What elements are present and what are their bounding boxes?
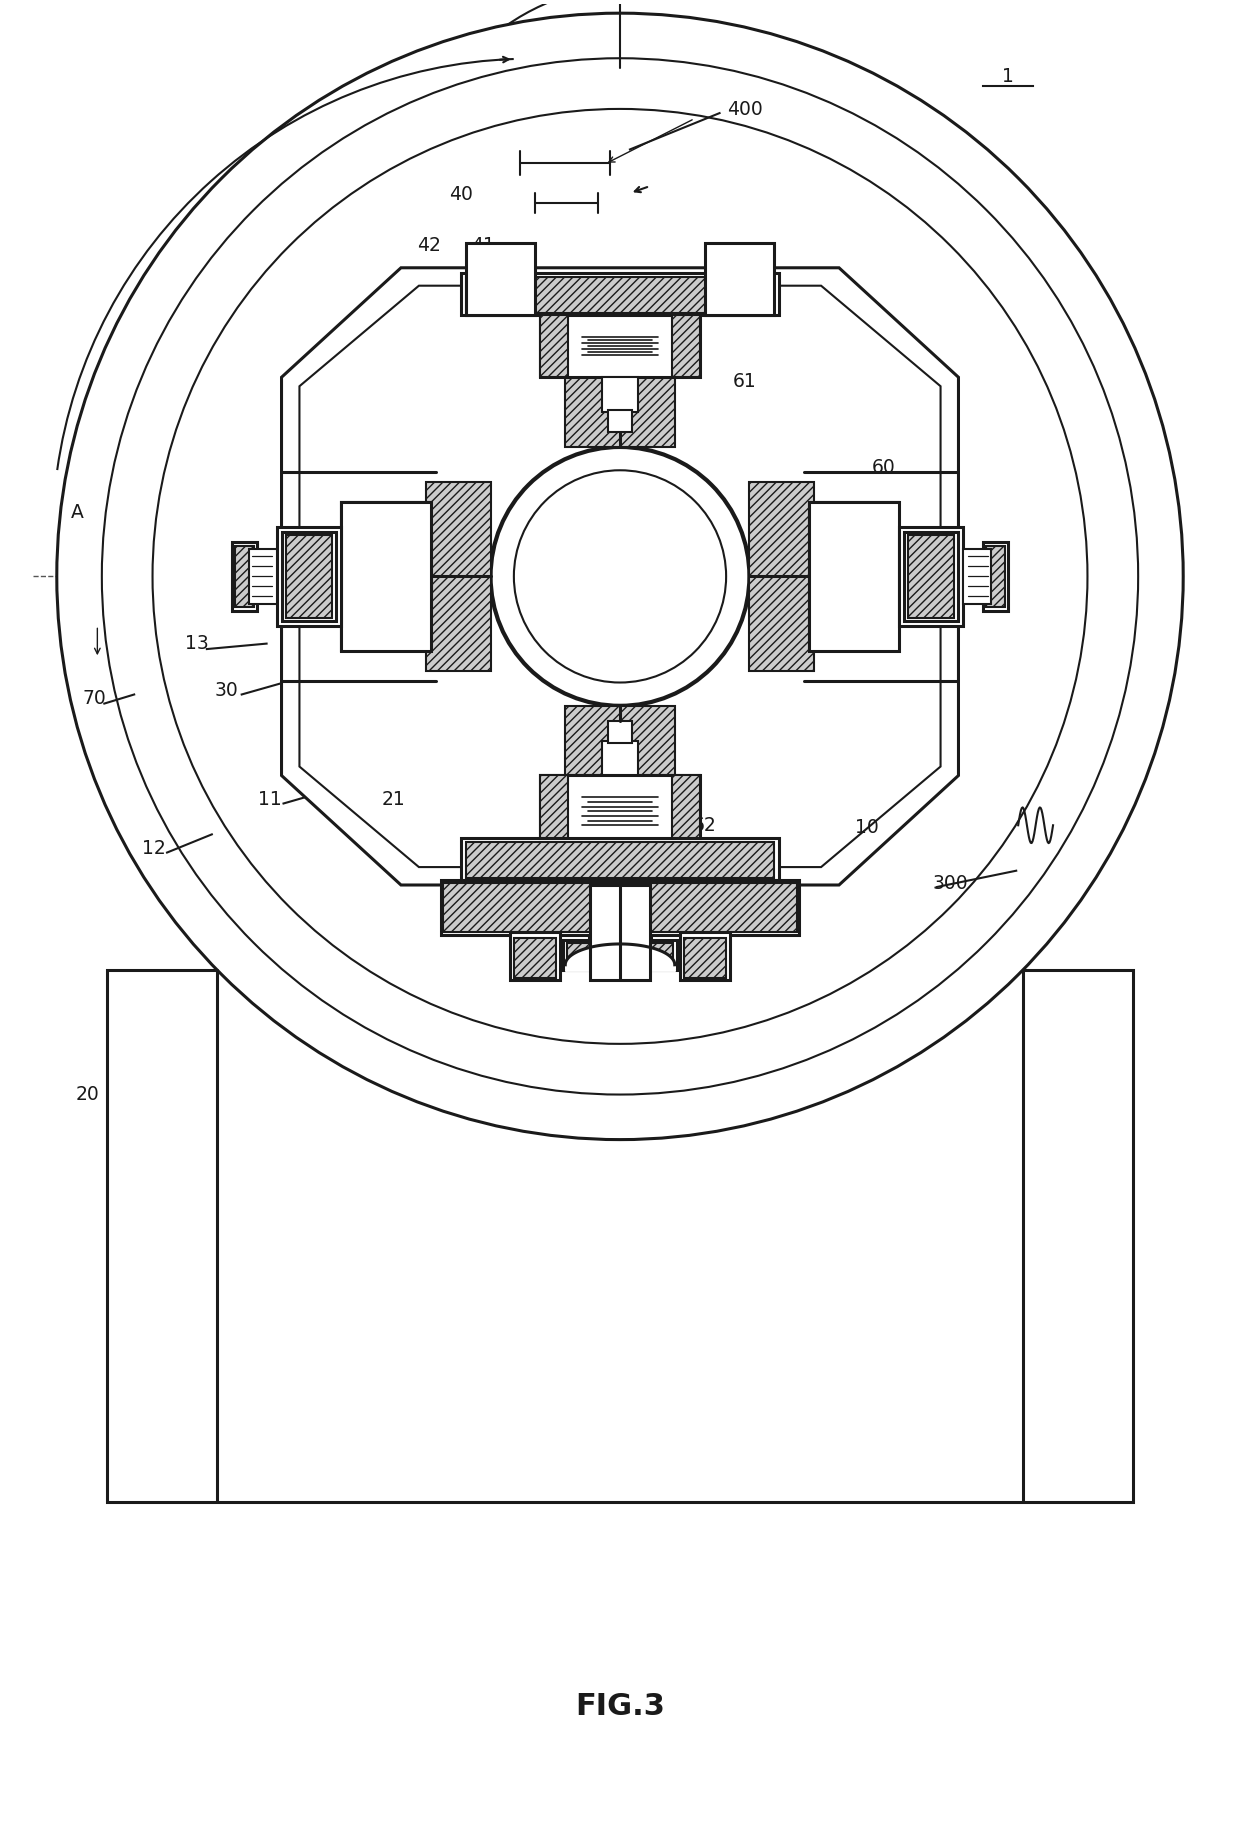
Text: 15: 15 bbox=[899, 610, 923, 628]
Bar bbox=[461, 272, 779, 314]
Bar bbox=[541, 314, 699, 378]
Text: 42: 42 bbox=[417, 235, 440, 256]
Text: 60: 60 bbox=[872, 458, 895, 476]
Text: 61: 61 bbox=[733, 372, 756, 392]
Bar bbox=[963, 549, 991, 604]
Bar bbox=[541, 776, 699, 838]
Bar bbox=[749, 482, 815, 672]
Polygon shape bbox=[299, 287, 941, 867]
Bar bbox=[608, 721, 632, 743]
Text: 62: 62 bbox=[693, 816, 717, 834]
Text: 400: 400 bbox=[727, 100, 763, 119]
Bar bbox=[908, 535, 955, 619]
Text: 20: 20 bbox=[76, 1084, 99, 1104]
Bar bbox=[277, 527, 341, 626]
Bar bbox=[672, 314, 699, 378]
Bar bbox=[425, 482, 491, 672]
Text: 1: 1 bbox=[1002, 68, 1014, 86]
Text: 14: 14 bbox=[541, 281, 564, 301]
Bar bbox=[603, 741, 637, 776]
Bar bbox=[683, 938, 725, 978]
Text: 12: 12 bbox=[143, 840, 166, 858]
Bar bbox=[249, 549, 277, 604]
Text: 40: 40 bbox=[449, 186, 472, 204]
Text: 50: 50 bbox=[911, 577, 935, 595]
Bar bbox=[810, 502, 899, 652]
Text: 70: 70 bbox=[83, 688, 107, 708]
Bar bbox=[565, 706, 675, 776]
Bar bbox=[466, 841, 774, 878]
Bar bbox=[563, 940, 677, 969]
Bar bbox=[567, 944, 673, 967]
Text: 300: 300 bbox=[932, 874, 968, 892]
Bar bbox=[466, 243, 536, 314]
Bar bbox=[589, 885, 651, 940]
Bar bbox=[443, 883, 797, 933]
Bar bbox=[341, 502, 430, 652]
Ellipse shape bbox=[153, 110, 1087, 1044]
Bar bbox=[511, 933, 560, 980]
Bar bbox=[672, 776, 699, 838]
Bar bbox=[541, 314, 568, 378]
Bar bbox=[704, 243, 774, 314]
Bar bbox=[608, 411, 632, 433]
Bar bbox=[590, 885, 650, 980]
Bar bbox=[440, 880, 800, 934]
Text: A: A bbox=[71, 504, 84, 522]
Bar bbox=[108, 969, 1132, 1502]
Ellipse shape bbox=[491, 447, 749, 706]
Bar bbox=[603, 378, 637, 412]
Bar bbox=[541, 776, 568, 838]
Bar bbox=[466, 277, 774, 312]
Ellipse shape bbox=[102, 58, 1138, 1095]
Text: 11: 11 bbox=[258, 790, 281, 808]
Bar bbox=[904, 531, 959, 620]
Bar bbox=[983, 542, 1008, 611]
Ellipse shape bbox=[513, 471, 727, 683]
Bar bbox=[986, 546, 1006, 608]
Bar bbox=[810, 502, 899, 652]
Text: FIG.3: FIG.3 bbox=[575, 1692, 665, 1721]
Bar bbox=[461, 838, 779, 880]
Text: 40: 40 bbox=[647, 803, 672, 821]
Bar bbox=[234, 546, 254, 608]
Bar bbox=[281, 531, 336, 620]
Bar bbox=[341, 502, 430, 652]
Text: 21: 21 bbox=[381, 790, 405, 808]
Bar bbox=[899, 527, 963, 626]
Bar bbox=[232, 542, 257, 611]
Text: 41: 41 bbox=[471, 235, 495, 256]
Text: 30: 30 bbox=[215, 681, 238, 701]
Bar bbox=[285, 535, 332, 619]
Text: 10: 10 bbox=[856, 818, 879, 836]
Bar bbox=[565, 378, 675, 447]
Polygon shape bbox=[281, 268, 959, 885]
Ellipse shape bbox=[57, 13, 1183, 1139]
Bar bbox=[680, 933, 729, 980]
Text: 13: 13 bbox=[185, 633, 208, 653]
Bar bbox=[515, 938, 557, 978]
